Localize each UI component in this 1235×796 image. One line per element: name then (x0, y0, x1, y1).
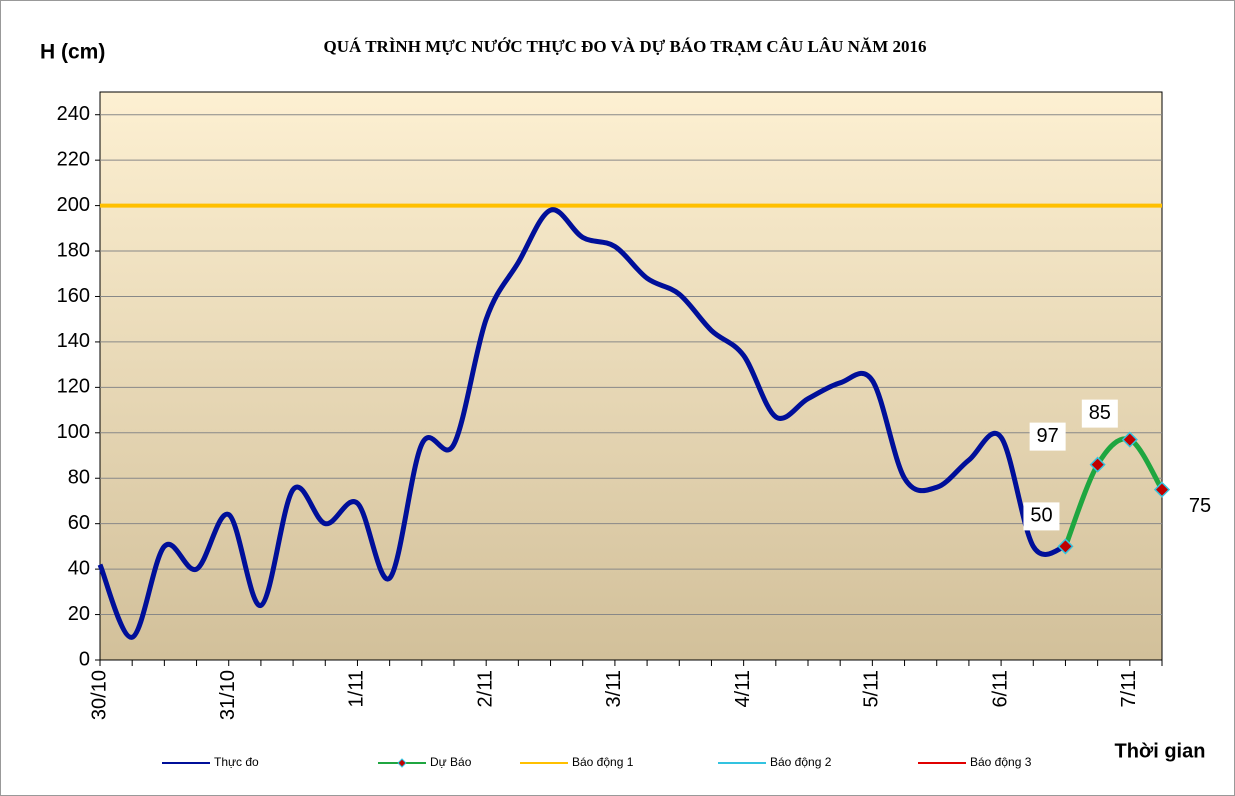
y-tick-label: 100 (57, 421, 90, 443)
x-tick-label: 6/11 (989, 670, 1011, 707)
y-tick-label: 220 (57, 148, 90, 170)
legend-label: Báo động 2 (770, 755, 832, 769)
legend-label: Báo động 1 (572, 755, 634, 769)
annotation: 85 (1089, 402, 1111, 424)
x-tick-label: 1/11 (346, 670, 368, 707)
legend-label: Báo động 3 (970, 755, 1032, 769)
x-tick-label: 5/11 (861, 670, 883, 707)
annotation: 97 (1037, 425, 1059, 447)
x-tick-label: 4/11 (732, 670, 754, 707)
legend-label: Dự Báo (430, 755, 472, 769)
y-tick-label: 180 (57, 239, 90, 261)
y-tick-label: 200 (57, 194, 90, 216)
y-tick-label: 60 (68, 512, 90, 534)
y-tick-label: 160 (57, 285, 90, 307)
marker (1057, 538, 1074, 555)
x-axis-label: Thời gian (1115, 740, 1206, 762)
x-tick-label: 31/10 (217, 670, 239, 720)
annotation: 50 (1030, 505, 1052, 527)
series-line (97, 207, 1067, 640)
y-tick-label: 0 (79, 648, 90, 670)
legend-label: Thực đo (214, 755, 259, 769)
marker (1153, 481, 1171, 498)
x-tick-label: 7/11 (1118, 670, 1140, 707)
y-tick-label: 120 (57, 376, 90, 398)
y-tick-label: 240 (57, 103, 90, 125)
chart-title: QUÁ TRÌNH MỰC NƯỚC THỰC ĐO VÀ DỰ BÁO TRẠ… (323, 37, 926, 56)
plot-area (99, 91, 1163, 661)
annotation-box (1029, 422, 1066, 451)
marker (1121, 431, 1138, 448)
annotation: 75 (1189, 495, 1211, 517)
x-tick-label: 3/11 (603, 670, 625, 707)
y-tick-label: 140 (57, 330, 90, 352)
y-tick-label: 20 (68, 603, 90, 625)
y-tick-label: 80 (68, 467, 90, 489)
x-tick-label: 2/11 (474, 670, 496, 707)
y-axis-label: H (cm) (40, 41, 105, 64)
legend-marker (397, 758, 407, 768)
annotation-box (1023, 502, 1060, 531)
x-tick-label: 30/10 (88, 670, 110, 720)
annotation-box (1182, 492, 1218, 521)
annotation-box (1081, 399, 1118, 428)
y-tick-label: 40 (68, 557, 90, 579)
marker (1089, 456, 1106, 473)
series-line (1063, 436, 1165, 548)
